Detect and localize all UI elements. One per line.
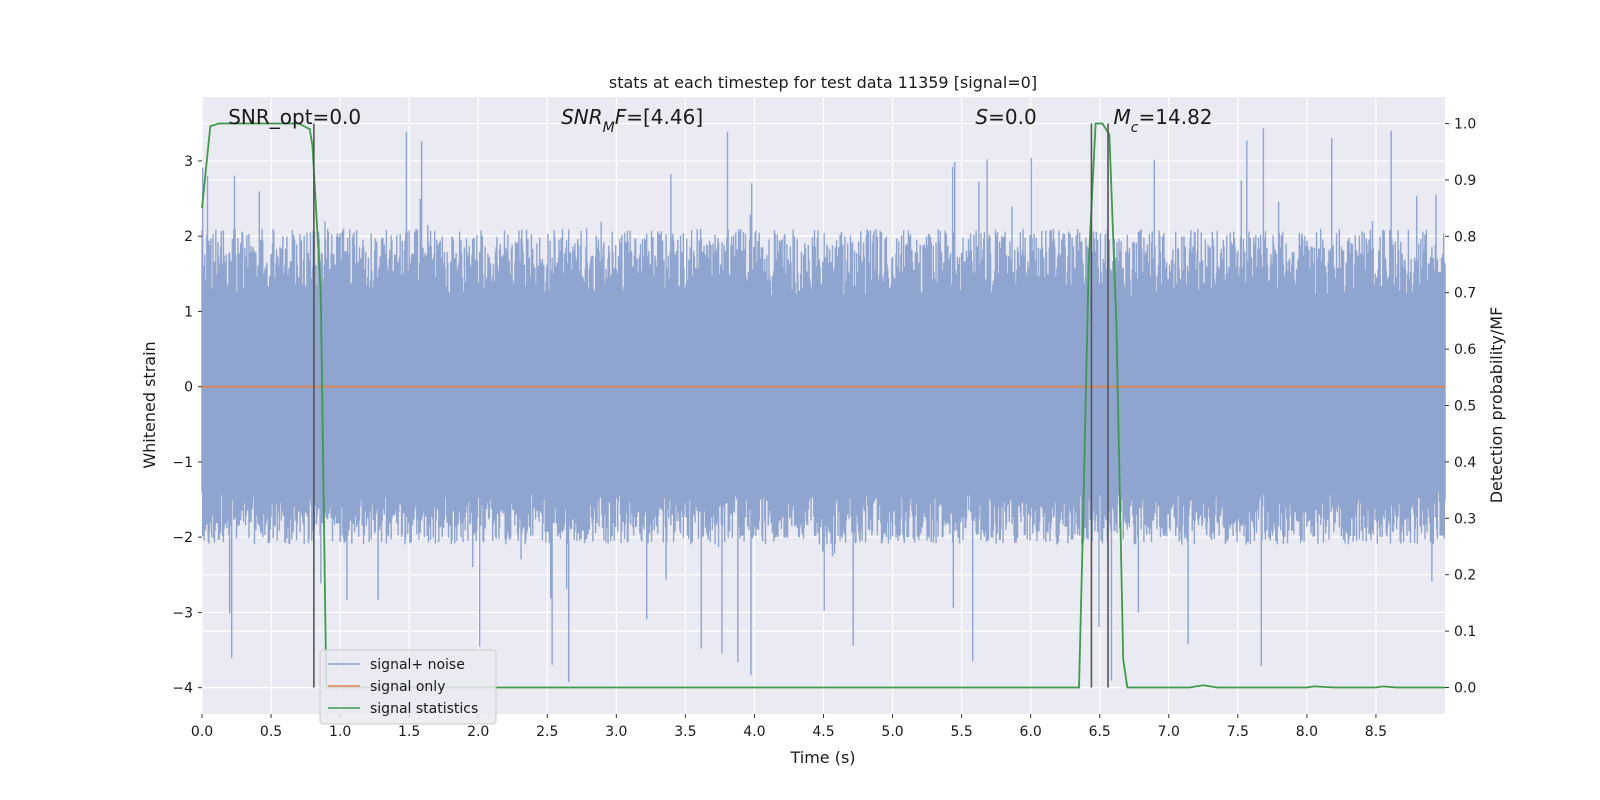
right-axis-ticks: 0.0 0.1 0.2 0.3 0.4 0.5 0.6 0.7 0.8 0.9 1.0 <box>1445 117 1476 696</box>
x-tick-10: 5.0 <box>881 724 903 740</box>
y-right-tick-0: 0.0 <box>1454 680 1476 696</box>
y-tick-6: 2 <box>184 229 193 245</box>
x-tick-8: 4.0 <box>743 724 765 740</box>
y-right-tick-6: 0.6 <box>1454 342 1476 358</box>
x-tick-4: 2.0 <box>467 724 489 740</box>
y-tick-5: 1 <box>184 304 193 320</box>
y-tick-7: 3 <box>184 154 193 170</box>
x-tick-13: 6.5 <box>1089 724 1111 740</box>
y-right-tick-4: 0.4 <box>1454 455 1476 471</box>
x-tick-16: 8.0 <box>1296 724 1318 740</box>
y-right-tick-5: 0.5 <box>1454 399 1476 415</box>
x-tick-7: 3.5 <box>674 724 696 740</box>
x-tick-17: 8.5 <box>1365 724 1387 740</box>
annotation-s-stat: S=0.0 <box>975 105 1036 129</box>
x-tick-0: 0.0 <box>191 724 213 740</box>
annotation-mc: Mc=14.82 <box>1114 105 1213 136</box>
chart-title: stats at each timestep for test data 113… <box>609 73 1037 92</box>
left-axis-ticks: −4 −3 −2 −1 0 1 2 3 <box>172 154 202 697</box>
series-0 <box>201 128 1446 682</box>
x-tick-11: 5.5 <box>950 724 972 740</box>
series-layer <box>201 122 1446 689</box>
legend-label-signal: signal only <box>370 679 445 695</box>
annotations: SNR_opt=0.0 SNRMF=[4.46] S=0.0 Mc=14.82 <box>228 105 1212 136</box>
legend-label-noise: signal+ noise <box>370 657 465 673</box>
series-2 <box>201 122 1445 689</box>
x-tick-2: 1.0 <box>329 724 351 740</box>
y-axis-label: Whitened strain <box>140 341 159 468</box>
line-2 <box>201 122 1445 689</box>
y-right-tick-1: 0.1 <box>1454 624 1476 640</box>
x-axis-label: Time (s) <box>789 748 855 767</box>
x-tick-3: 1.5 <box>398 724 420 740</box>
vertical-markers <box>313 123 1109 688</box>
y-axis-label-right: Detection probability/MF <box>1487 307 1506 504</box>
y-right-tick-8: 0.8 <box>1454 229 1476 245</box>
legend: signal+ noise signal only signal statist… <box>319 649 497 725</box>
y-right-tick-2: 0.2 <box>1454 568 1476 584</box>
x-tick-15: 7.5 <box>1227 724 1249 740</box>
annotation-snr-mf: SNRMF=[4.46] <box>561 105 703 136</box>
x-tick-9: 4.5 <box>812 724 834 740</box>
y-tick-3: −1 <box>172 455 193 471</box>
y-right-tick-3: 0.3 <box>1454 511 1476 527</box>
x-tick-1: 0.5 <box>260 724 282 740</box>
x-tick-5: 2.5 <box>536 724 558 740</box>
y-right-tick-10: 1.0 <box>1454 117 1476 133</box>
y-tick-2: −2 <box>172 530 193 546</box>
x-tick-14: 7.0 <box>1158 724 1180 740</box>
y-tick-1: −3 <box>172 605 193 621</box>
x-tick-6: 3.0 <box>605 724 627 740</box>
legend-box <box>319 649 497 725</box>
y-tick-0: −4 <box>172 681 193 697</box>
x-tick-12: 6.0 <box>1020 724 1042 740</box>
x-axis-ticks: 0.0 0.5 1.0 1.5 2.0 2.5 3.0 3.5 4.0 4.5 5.0 5.5 6.0 6… <box>191 714 1387 740</box>
y-tick-4: 0 <box>184 380 193 396</box>
y-right-tick-9: 0.9 <box>1454 173 1476 189</box>
y-right-tick-7: 0.7 <box>1454 286 1476 302</box>
annotation-snr-opt: SNR_opt=0.0 <box>228 105 361 129</box>
noise-trace <box>201 128 1446 682</box>
legend-label-statistics: signal statistics <box>370 701 478 717</box>
